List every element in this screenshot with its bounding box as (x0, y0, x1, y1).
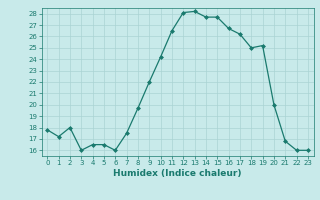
X-axis label: Humidex (Indice chaleur): Humidex (Indice chaleur) (113, 169, 242, 178)
